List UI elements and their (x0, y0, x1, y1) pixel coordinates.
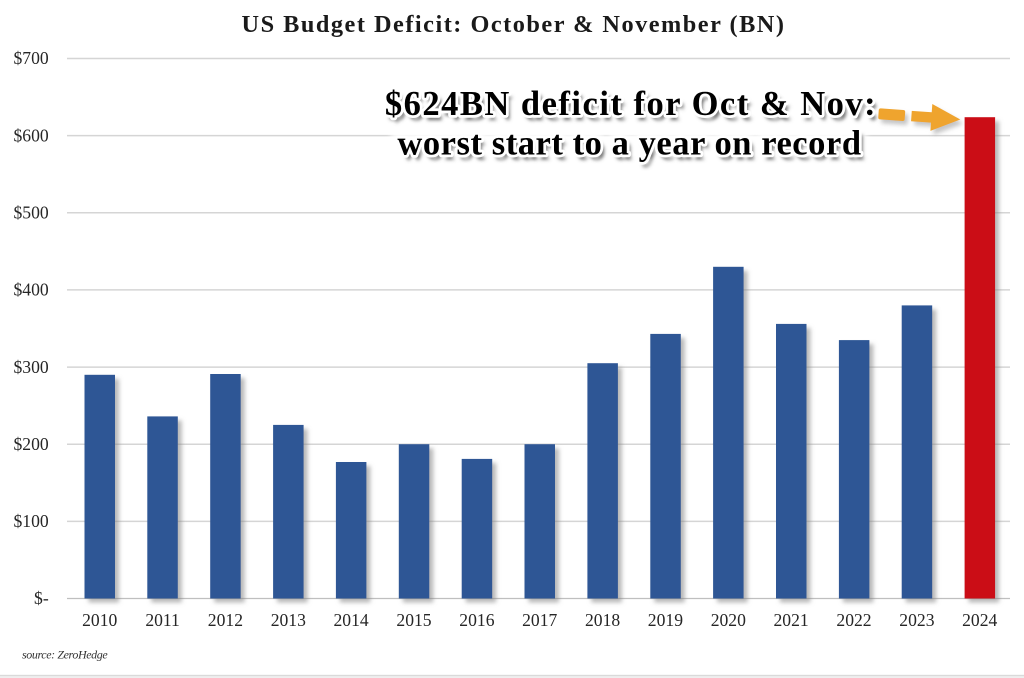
svg-text:2015: 2015 (396, 610, 431, 630)
svg-text:$700: $700 (14, 48, 49, 68)
svg-text:US Budget Deficit: October & N: US Budget Deficit: October & November (B… (242, 11, 786, 38)
svg-text:2011: 2011 (145, 610, 180, 630)
svg-text:$624BN deficit for Oct & Nov:: $624BN deficit for Oct & Nov: (385, 85, 877, 123)
svg-text:$100: $100 (14, 511, 49, 531)
svg-text:2017: 2017 (522, 610, 557, 630)
svg-text:source: ZeroHedge: source: ZeroHedge (22, 648, 108, 662)
svg-text:2024: 2024 (962, 610, 997, 630)
svg-text:$600: $600 (14, 125, 49, 145)
svg-text:2018: 2018 (585, 610, 620, 630)
svg-text:2014: 2014 (334, 610, 369, 630)
svg-text:worst start to a year on recor: worst start to a year on record (397, 125, 861, 163)
svg-text:$400: $400 (14, 280, 49, 300)
svg-text:2013: 2013 (271, 610, 306, 630)
svg-text:2022: 2022 (836, 610, 871, 630)
svg-text:worst start to a year on recor: worst start to a year on record (397, 125, 861, 163)
svg-text:2023: 2023 (899, 610, 934, 630)
svg-text:$-: $- (34, 588, 49, 608)
svg-text:2012: 2012 (208, 610, 243, 630)
svg-text:2021: 2021 (774, 610, 809, 630)
svg-text:$624BN deficit for Oct & Nov:: $624BN deficit for Oct & Nov: (385, 85, 877, 123)
svg-text:2020: 2020 (711, 610, 746, 630)
svg-text:$300: $300 (14, 357, 49, 377)
svg-text:2010: 2010 (82, 610, 117, 630)
svg-text:2016: 2016 (459, 610, 494, 630)
svg-text:$624BN deficit for Oct & Nov:: $624BN deficit for Oct & Nov: (385, 85, 877, 123)
svg-text:$200: $200 (14, 434, 49, 454)
svg-text:$624BN deficit for Oct & Nov:: $624BN deficit for Oct & Nov: (388, 90, 880, 128)
svg-text:worst start to a year on recor: worst start to a year on record (397, 125, 861, 163)
svg-text:$500: $500 (14, 203, 49, 223)
svg-text:worst start to a year on recor: worst start to a year on record (401, 129, 865, 167)
svg-text:2019: 2019 (648, 610, 683, 630)
